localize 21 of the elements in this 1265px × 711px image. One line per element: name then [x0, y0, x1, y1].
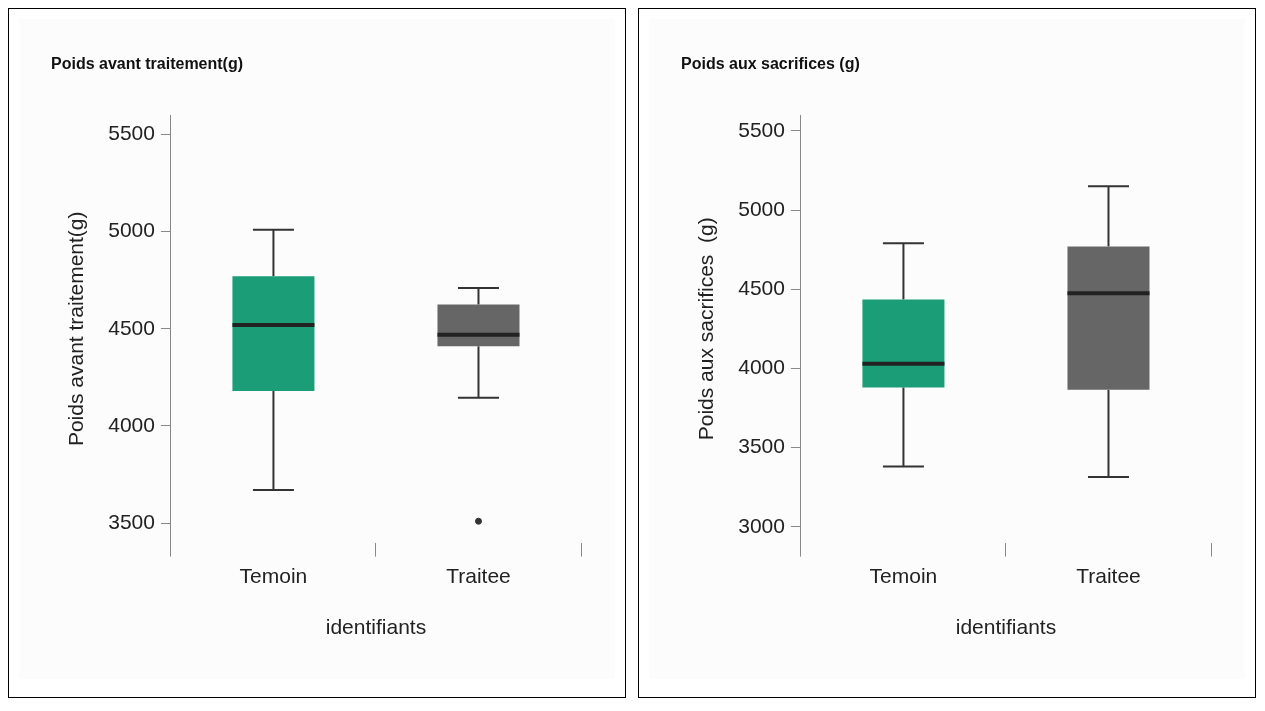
y-axis-title: Poids avant traitement(g) [64, 211, 88, 447]
x-axis-title: identifiants [955, 615, 1057, 639]
y-tick-label: 3000 [738, 513, 785, 537]
y-tick-label: 4500 [738, 276, 785, 299]
y-tick-label: 5500 [108, 121, 155, 145]
chart-title: Poids avant traitement(g) [51, 55, 245, 74]
y-tick-label: 5000 [738, 196, 785, 220]
y-tick-label: 4500 [108, 315, 155, 339]
x-axis-title: identifiants [325, 615, 427, 639]
y-tick-label: 4000 [738, 355, 785, 379]
y-axis-title: Poids aux sacrifices (g) [694, 217, 718, 441]
y-tick-label: 5500 [738, 117, 785, 141]
x-tick-label: Traitee [1076, 564, 1141, 587]
chart-title: Poids aux sacrifices (g) [681, 55, 861, 74]
y-tick-label: 3500 [108, 509, 155, 533]
x-tick-label: Temoin [239, 564, 308, 587]
y-tick-label: 5000 [108, 218, 155, 242]
x-tick-label: Traitee [446, 564, 511, 587]
y-tick-label: 3500 [738, 434, 785, 458]
x-tick-label: Temoin [869, 564, 938, 587]
y-tick-label: 4000 [108, 412, 155, 436]
